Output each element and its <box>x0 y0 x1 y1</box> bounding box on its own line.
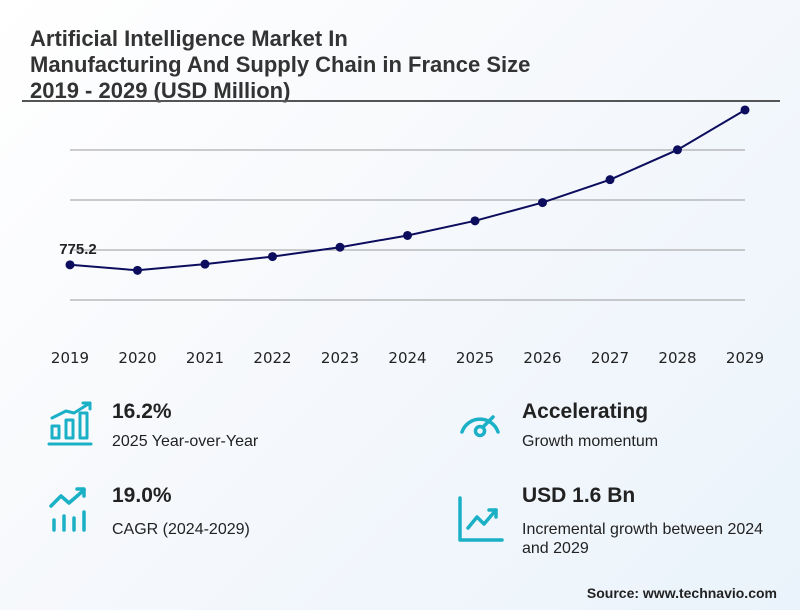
data-point-2024 <box>403 230 412 240</box>
x-tick-label: 2020 <box>118 349 156 367</box>
x-tick-label: 2024 <box>388 349 426 367</box>
title-line-2: Manufacturing And Supply Chain in France… <box>30 52 531 77</box>
speedometer-icon <box>460 415 500 438</box>
data-point-2021 <box>200 259 210 269</box>
chart-title: Artificial Intelligence Market In Manufa… <box>30 26 730 104</box>
stat-description: Growth momentum <box>522 433 659 450</box>
stat-description: 2025 Year-over-Year <box>112 433 259 450</box>
stat-value: Accelerating <box>522 400 649 423</box>
data-point-2029 <box>740 105 750 115</box>
series-line <box>69 109 746 272</box>
stat-value: USD 1.6 Bn <box>522 484 636 507</box>
x-tick-label: 2028 <box>658 349 696 367</box>
x-tick-label: 2025 <box>456 349 494 367</box>
data-point-2022 <box>268 252 277 262</box>
data-point-2023 <box>335 242 345 252</box>
x-tick-label: 2029 <box>726 349 764 367</box>
data-label: 775.2 <box>59 241 97 258</box>
data-point-2020 <box>133 265 142 275</box>
data-point-2028 <box>673 145 682 155</box>
x-tick-label: 2027 <box>591 349 629 367</box>
title-line-3: 2019 - 2029 (USD Million) <box>30 78 291 103</box>
line-chart-up-icon <box>458 496 504 542</box>
bar-chart-growth-icon <box>47 401 93 446</box>
stat-value: 16.2% <box>112 400 172 423</box>
x-tick-label: 2022 <box>253 349 291 367</box>
x-tick-label: 2021 <box>186 349 224 367</box>
data-point-2025 <box>470 216 480 226</box>
line-chart: 775.2 2019 2020 2021 2022 2023 2024 2025 2026 20… <box>51 105 764 367</box>
data-point-2019 <box>65 260 75 270</box>
chart-points <box>65 105 750 275</box>
data-point-2027 <box>605 175 615 185</box>
x-axis-ticks: 2019 2020 2021 2022 2023 2024 2025 2026 2027 2028… <box>51 349 764 367</box>
chart-data-labels: 775.2 <box>59 241 97 258</box>
title-divider <box>22 100 780 102</box>
source-credit: Source: www.technavio.com <box>586 585 777 601</box>
x-tick-label: 2023 <box>321 349 359 367</box>
stat-description: CAGR (2024-2029) <box>112 521 250 538</box>
bar-chart-trend-icon <box>49 487 86 532</box>
title-line-1: Artificial Intelligence Market In <box>30 26 348 51</box>
stat-description: Incremental growth between 2024 and 2029 <box>522 521 764 557</box>
data-point-2026 <box>538 198 547 208</box>
stat-value: 19.0% <box>112 484 172 507</box>
chart-gridlines <box>70 149 745 301</box>
x-tick-label: 2019 <box>51 349 89 367</box>
x-tick-label: 2026 <box>523 349 561 367</box>
